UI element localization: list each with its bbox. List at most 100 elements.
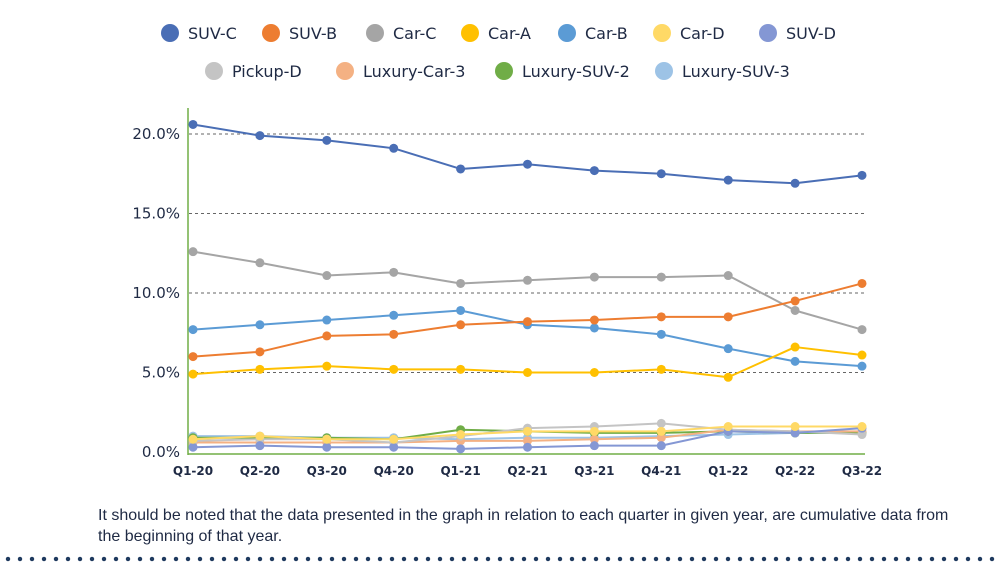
- data-point-pickup-d: [857, 430, 867, 440]
- data-point-car-d: [723, 422, 733, 432]
- data-point-car-c: [456, 278, 466, 288]
- data-point-suv-c: [255, 131, 265, 141]
- y-axis-ticks: 0.0% 5.0% 10.0% 15.0% 20.0%: [132, 125, 180, 461]
- data-point-car-a: [523, 368, 532, 377]
- legend: SUV-C SUV-B Car-C Car-A Car-B Car-D SUV-D Picku…: [161, 24, 836, 81]
- data-point-suv-b: [589, 315, 599, 325]
- data-point-car-a: [656, 364, 666, 374]
- data-point-car-d: [188, 434, 198, 444]
- x-tick-label: Q4-21: [641, 464, 681, 478]
- data-point-car-c: [322, 271, 332, 281]
- legend-marker: [759, 24, 777, 42]
- data-point-suv-d: [255, 441, 265, 451]
- x-tick-label: Q2-22: [775, 464, 815, 478]
- legend-marker: [336, 62, 354, 80]
- legend-item-luxury-suv-3: Luxury-SUV-3: [655, 62, 790, 81]
- x-tick-label: Q2-21: [507, 464, 547, 478]
- series-suv-c: [188, 119, 867, 188]
- data-point-car-a: [389, 364, 399, 374]
- legend-marker: [461, 24, 479, 42]
- data-point-car-d: [857, 422, 867, 432]
- data-point-car-a: [322, 361, 332, 371]
- data-point-car-c: [857, 325, 867, 335]
- x-tick-label: Q3-20: [307, 464, 347, 478]
- data-point-suv-d: [790, 428, 800, 438]
- data-point-suv-c: [589, 166, 599, 176]
- data-point-car-d: [589, 426, 599, 436]
- y-tick-label: 5.0%: [142, 364, 180, 382]
- legend-label: SUV-D: [786, 24, 836, 43]
- axes: [187, 108, 865, 455]
- series-car-d: [188, 422, 867, 444]
- data-point-car-b: [723, 344, 733, 354]
- data-point-car-a: [255, 364, 265, 374]
- data-point-suv-b: [188, 352, 198, 362]
- data-point-car-b: [188, 325, 198, 335]
- data-point-suv-c: [322, 135, 332, 145]
- legend-item-suv-c: SUV-C: [161, 24, 237, 43]
- data-point-car-b: [322, 315, 332, 325]
- x-tick-label: Q1-22: [708, 464, 748, 478]
- data-point-suv-b: [656, 312, 666, 322]
- x-axis-ticks: Q1-20 Q2-20 Q3-20 Q4-20 Q1-21 Q2-21 Q3-21 Q4-21…: [173, 464, 882, 478]
- data-point-suv-d: [456, 444, 466, 454]
- data-point-car-a: [456, 364, 466, 374]
- data-point-car-d: [790, 422, 800, 432]
- legend-marker: [366, 24, 384, 42]
- data-point-car-d: [656, 426, 666, 436]
- data-point-car-b: [456, 305, 466, 315]
- data-point-suv-c: [188, 119, 198, 129]
- data-point-suv-d: [589, 441, 599, 451]
- data-point-car-a: [589, 368, 599, 377]
- x-tick-label: Q1-21: [440, 464, 480, 478]
- legend-item-car-a: Car-A: [461, 24, 531, 43]
- data-point-luxury-car-3: [656, 433, 666, 443]
- data-point-suv-b: [723, 312, 733, 322]
- x-tick-label: Q2-20: [240, 464, 280, 478]
- data-point-car-d: [322, 434, 332, 444]
- legend-label: Car-C: [393, 24, 436, 43]
- data-point-car-c: [255, 258, 265, 268]
- data-point-suv-d: [322, 442, 332, 452]
- series-line-suv-c: [192, 123, 863, 185]
- data-point-car-d: [456, 430, 466, 440]
- data-point-suv-d: [389, 442, 399, 452]
- data-point-suv-b: [857, 278, 867, 288]
- data-point-car-b: [255, 320, 265, 330]
- legend-item-luxury-suv-2: Luxury-SUV-2: [495, 62, 630, 81]
- y-tick-label: 15.0%: [132, 205, 180, 223]
- data-point-suv-c: [656, 169, 666, 179]
- legend-label: Luxury-Car-3: [363, 62, 465, 81]
- data-point-car-b: [589, 323, 599, 333]
- legend-item-car-b: Car-B: [558, 24, 628, 43]
- legend-marker: [262, 24, 280, 42]
- data-point-car-b: [790, 356, 800, 366]
- data-point-car-c: [656, 272, 666, 282]
- legend-item-suv-b: SUV-B: [262, 24, 337, 43]
- data-point-car-b: [656, 329, 666, 339]
- legend-marker: [653, 24, 671, 42]
- legend-item-car-c: Car-C: [366, 24, 436, 43]
- legend-label: Car-D: [680, 24, 725, 43]
- series-car-a: [188, 342, 867, 382]
- legend-item-suv-d: SUV-D: [759, 24, 836, 43]
- data-point-suv-c: [790, 178, 800, 188]
- data-point-suv-c: [389, 143, 399, 153]
- data-point-car-c: [188, 247, 198, 257]
- y-tick-label: 20.0%: [132, 125, 180, 143]
- legend-marker: [655, 62, 673, 80]
- series-layer: [188, 119, 867, 454]
- data-point-car-a: [723, 372, 733, 382]
- legend-marker: [558, 24, 576, 42]
- y-tick-label: 10.0%: [132, 284, 180, 302]
- legend-marker: [161, 24, 179, 42]
- data-point-suv-d: [523, 442, 532, 452]
- data-point-suv-b: [523, 317, 532, 327]
- data-point-pickup-d: [656, 418, 666, 428]
- data-point-car-c: [723, 271, 733, 281]
- data-point-car-a: [188, 369, 198, 379]
- x-tick-label: Q3-22: [842, 464, 882, 478]
- x-tick-label: Q3-21: [574, 464, 614, 478]
- x-tick-label: Q4-20: [374, 464, 414, 478]
- data-point-suv-b: [790, 296, 800, 306]
